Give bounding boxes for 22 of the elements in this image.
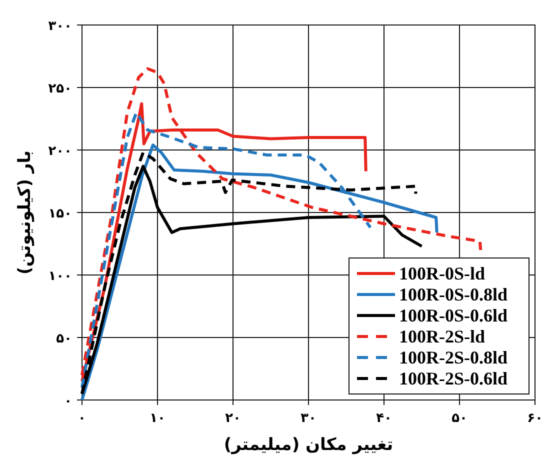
x-tick-label: ۱۰: [150, 411, 166, 426]
y-tick-label: ۳۰۰: [48, 19, 72, 34]
x-tick-label: ۰: [78, 411, 86, 426]
x-axis-title: تغییر مکان (میلیمتر): [224, 435, 394, 455]
legend-label: 100R-0S-0.6ld: [399, 306, 508, 326]
legend-label: 100R-0S-ld: [399, 264, 486, 284]
x-tick-label: ۵۰: [452, 411, 468, 426]
legend-label: 100R-2S-ld: [399, 326, 486, 346]
y-tick-label: ۱۰۰: [48, 269, 72, 284]
y-tick-label: ۲۰۰: [48, 144, 72, 159]
legend-label: 100R-2S-0.6ld: [399, 368, 508, 388]
y-tick-label: ۲۵۰: [48, 82, 72, 96]
y-tick-label: ۰: [64, 394, 72, 409]
legend-label: 100R-0S-0.8ld: [399, 284, 508, 304]
y-tick-label: ۵۰: [56, 332, 72, 346]
x-tick-label: ۴۰: [376, 411, 392, 426]
x-tick-label: ۶۰: [527, 411, 543, 426]
y-axis-title: بار (کیلونیوتن): [15, 150, 35, 275]
x-tick-label: ۲۰: [225, 411, 241, 426]
x-tick-label: ۳۰: [300, 411, 316, 426]
legend-label: 100R-2S-0.8ld: [399, 348, 508, 368]
y-tick-label: ۱۵۰: [48, 206, 72, 222]
